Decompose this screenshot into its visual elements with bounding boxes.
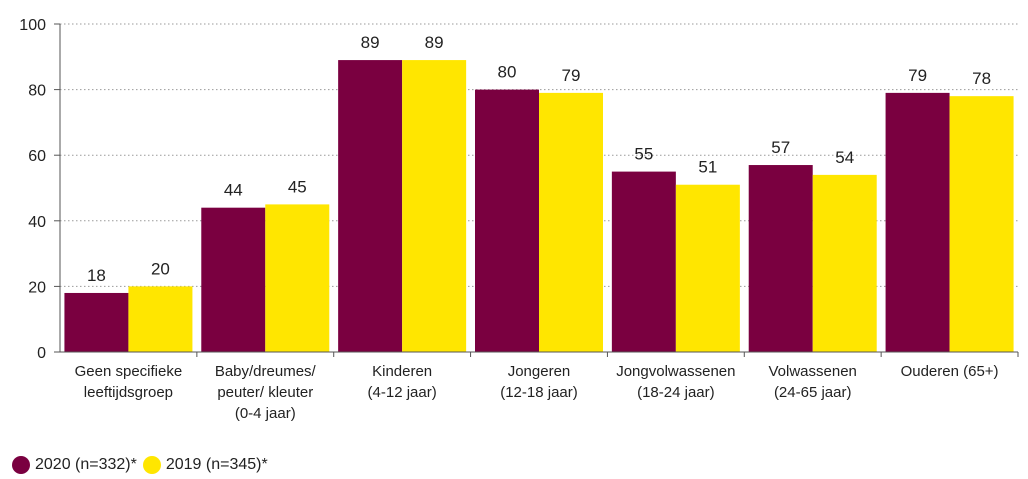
category-label-line: Jongeren — [508, 363, 571, 380]
y-tick-label-100: 100 — [19, 17, 46, 34]
data-label-2019-cat0: 20 — [151, 259, 170, 278]
category-label-line: Geen specifieke — [75, 363, 183, 380]
data-label-2020-cat5: 57 — [771, 138, 790, 157]
category-label-4: Jongvolwassenen (18-24 jaar) — [616, 363, 735, 401]
category-label-line: peuter/ kleuter — [217, 384, 313, 401]
category-label-line: (4-12 jaar) — [368, 384, 437, 401]
bar-2019-cat3 — [539, 92, 603, 352]
data-label-2019-cat6: 78 — [972, 69, 991, 88]
bar-2020-cat3 — [475, 89, 539, 352]
bars: 18 20 44 45 89 89 80 79 55 51 57 54 79 78 — [64, 33, 1014, 353]
data-label-2020-cat6: 79 — [908, 66, 927, 85]
legend-swatch-2020 — [12, 456, 30, 474]
category-label-2: Kinderen (4-12 jaar) — [368, 363, 437, 401]
bar-2019-cat1 — [265, 204, 330, 352]
category-label-line: Ouderen (65+) — [901, 363, 999, 380]
bar-2019-cat6 — [949, 96, 1014, 352]
legend-item-2020: 2020 (n=332)* — [12, 456, 137, 474]
bar-2019-cat0 — [128, 286, 193, 352]
x-axis: Geen specifieke leeftijdsgroep Baby/dreume… — [60, 351, 1019, 422]
bar-2020-cat6 — [885, 92, 950, 352]
y-axis: 0 20 40 60 80 100 — [19, 17, 61, 362]
y-tick-label-80: 80 — [28, 83, 46, 100]
bar-2019-cat4 — [675, 184, 740, 352]
data-label-2020-cat2: 89 — [361, 33, 380, 52]
legend-label-2019: 2019 (n=345)* — [165, 456, 268, 473]
category-label-line: (12-18 jaar) — [500, 384, 578, 401]
bar-2020-cat1 — [201, 207, 266, 352]
data-label-2019-cat5: 54 — [835, 148, 854, 167]
data-label-2019-cat2: 89 — [425, 33, 444, 52]
legend-swatch-2019 — [142, 456, 161, 474]
category-label-line: Volwassenen — [769, 363, 857, 380]
bar-2019-cat2 — [402, 60, 467, 353]
bar-2020-cat5 — [748, 165, 813, 352]
category-label-5: Volwassenen (24-65 jaar) — [769, 363, 857, 401]
category-label-line: Kinderen — [372, 363, 432, 380]
bar-2019-cat5 — [812, 174, 877, 352]
category-label-line: (24-65 jaar) — [774, 384, 852, 401]
category-label-line: Jongvolwassenen — [616, 363, 735, 380]
category-label-3: Jongeren (12-18 jaar) — [500, 363, 578, 401]
y-tick-label-20: 20 — [28, 279, 46, 296]
y-tick-label-40: 40 — [28, 214, 46, 231]
bar-2020-cat4 — [611, 171, 676, 352]
category-label-line: Baby/dreumes/ — [215, 363, 317, 380]
category-label-line: leeftijdsgroep — [84, 384, 173, 401]
data-label-2019-cat4: 51 — [698, 158, 717, 177]
data-label-2020-cat0: 18 — [87, 266, 106, 285]
bar-2020-cat0 — [64, 292, 129, 352]
data-label-2019-cat1: 45 — [288, 177, 307, 196]
bar-2020-cat2 — [338, 60, 403, 353]
data-label-2020-cat4: 55 — [634, 145, 653, 164]
category-label-line: (18-24 jaar) — [637, 384, 715, 401]
y-tick-label-60: 60 — [28, 148, 46, 165]
category-label-1: Baby/dreumes/peuter/ kleuter (0-4 jaar) — [215, 363, 317, 422]
y-tick-label-0: 0 — [37, 345, 46, 362]
data-label-2020-cat1: 44 — [224, 181, 243, 200]
data-label-2020-cat3: 80 — [498, 63, 517, 82]
category-label-line: (0-4 jaar) — [235, 405, 296, 422]
data-label-2019-cat3: 79 — [562, 66, 581, 85]
category-label-0: Geen specifieke leeftijdsgroep — [75, 363, 183, 401]
legend-label-2020: 2020 (n=332)* — [35, 456, 137, 473]
legend: 2020 (n=332)* 2019 (n=345)* — [12, 456, 274, 474]
category-label-6: Ouderen (65+) — [901, 363, 999, 380]
legend-item-2019: 2019 (n=345)* — [142, 456, 268, 474]
